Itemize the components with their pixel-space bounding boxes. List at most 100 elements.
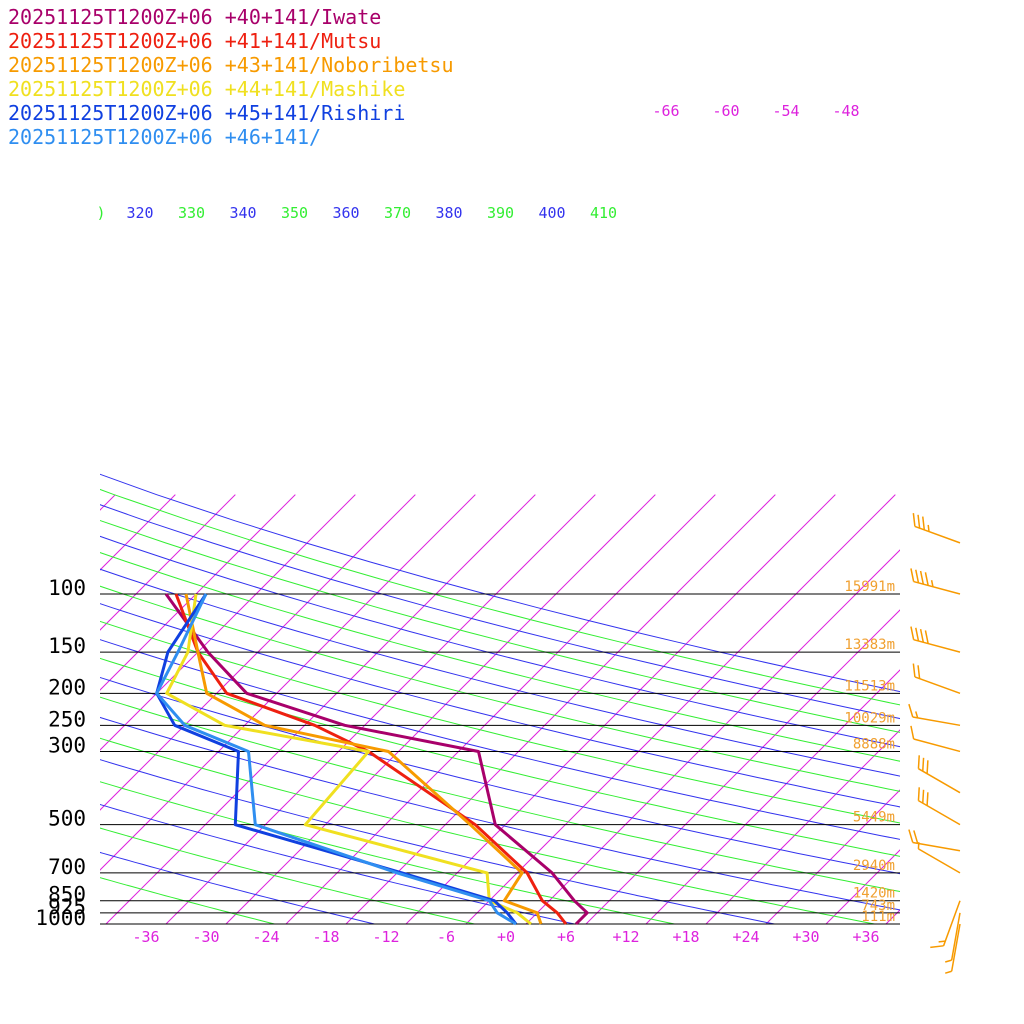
- dry-adiabat-line: [100, 827, 477, 924]
- x-tick-label: -30: [192, 928, 219, 946]
- grid-lines: [0, 473, 1024, 924]
- theta-label: 350: [281, 204, 308, 222]
- isotherm-line: [345, 494, 776, 924]
- wind-barb: [908, 703, 961, 727]
- dry-adiabat-line: [100, 519, 900, 733]
- isotherm-line: [285, 494, 716, 924]
- pressure-label: 150: [48, 634, 86, 658]
- isotherm-label: -66: [652, 102, 679, 120]
- wind-barb: [912, 513, 961, 544]
- isotherm-line: [645, 669, 900, 924]
- theta-label: 330: [178, 204, 205, 222]
- pressure-label: 200: [48, 675, 86, 699]
- series-line-5: [155, 593, 517, 926]
- wind-barb: [917, 842, 961, 874]
- theta-label: 370: [384, 204, 411, 222]
- x-tick-label: +30: [792, 928, 819, 946]
- isotherm-line: [100, 494, 476, 871]
- legend-entry: 20251125T1200Z+06 +45+141/Rishiri: [8, 101, 405, 125]
- isotherm-line: [705, 729, 900, 924]
- pressure-label: 300: [48, 733, 86, 757]
- x-tick-label: +0: [497, 928, 515, 946]
- x-tick-label: +12: [612, 928, 639, 946]
- isotherm-line: [105, 494, 536, 924]
- isotherm-line: [225, 494, 656, 924]
- isotherm-label: -48: [832, 102, 859, 120]
- dry-adiabat-line: [100, 639, 900, 840]
- x-tick-label: -18: [312, 928, 339, 946]
- isotherm-label: -60: [712, 102, 739, 120]
- x-tick-label: +24: [732, 928, 759, 946]
- height-label: 743m: [861, 898, 895, 914]
- wind-barb: [908, 829, 961, 852]
- pressure-label: 700: [48, 855, 86, 879]
- isotherm-line: [100, 494, 236, 631]
- isotherm-line: [465, 494, 896, 924]
- x-tick-label: +36: [852, 928, 879, 946]
- isotherm-line: [885, 909, 900, 924]
- x-tick-label: -36: [132, 928, 159, 946]
- height-label: 5449m: [853, 810, 895, 826]
- wind-barb: [912, 663, 961, 695]
- dry-adiabat-line: [100, 603, 900, 808]
- x-tick-label: -12: [372, 928, 399, 946]
- isotherm-line: [100, 494, 416, 811]
- isotherm-line: [946, 495, 1024, 924]
- theta-label: ): [96, 204, 105, 222]
- dry-adiabat-line: [100, 585, 900, 792]
- dry-adiabat-line: [100, 696, 900, 893]
- legend-entry: 20251125T1200Z+06 +41+141/Mutsu: [8, 29, 381, 53]
- dry-adiabat-line: [100, 851, 377, 924]
- legend: 20251125T1200Z+06 +40+141/Iwate20251125T…: [8, 5, 454, 149]
- dry-adiabat-line: [100, 759, 778, 924]
- legend-entry: 20251125T1200Z+06 +44+141/Mashike: [8, 77, 405, 101]
- height-label: 13383m: [844, 637, 895, 653]
- wind-barb: [917, 755, 961, 794]
- theta-label: 380: [435, 204, 462, 222]
- isobar-lines: [100, 593, 900, 925]
- isotherm-line: [100, 494, 176, 571]
- x-tick-label: -6: [437, 928, 455, 946]
- wind-barb: [910, 626, 961, 653]
- pressure-label: 100: [48, 576, 86, 600]
- pressure-label: 500: [48, 807, 86, 831]
- wind-barb: [917, 787, 961, 826]
- series-line-1: [174, 593, 568, 925]
- height-label: 11513m: [844, 678, 895, 694]
- theta-label: 400: [538, 204, 565, 222]
- isotherm-line: [100, 494, 296, 691]
- height-label: 8888m: [853, 736, 895, 752]
- dry-adiabat-line: [100, 552, 900, 762]
- legend-entry: 20251125T1200Z+06 +46+141/: [8, 125, 321, 149]
- wind-barb: [910, 725, 961, 753]
- axis-labels: 100 15991m 150 13383m 200 11513m 250 10029m 300 8…: [35, 102, 895, 946]
- x-tick-label: +6: [557, 928, 575, 946]
- pressure-label: 250: [48, 707, 86, 731]
- dry-adiabat-line: [100, 620, 900, 824]
- legend-entry: 20251125T1200Z+06 +40+141/Iwate: [8, 5, 381, 29]
- isotherm-line: [825, 849, 900, 924]
- isotherm-label: -54: [772, 102, 799, 120]
- isotherm-line: [405, 494, 836, 924]
- isotherm-line: [165, 494, 596, 924]
- height-label: 1420m: [853, 886, 895, 902]
- pressure-label: 1000: [35, 906, 86, 930]
- pressure-label: 850: [48, 883, 86, 907]
- dry-adiabat-line: [100, 676, 900, 875]
- height-label: 10029m: [844, 710, 895, 726]
- dry-adiabat-line: [100, 716, 900, 911]
- dry-adiabat-line: [100, 535, 900, 748]
- isotherm-line: [0, 495, 55, 924]
- isotherm-line: [1006, 495, 1024, 924]
- pressure-label: 925: [48, 895, 86, 919]
- dry-adiabat-line: [100, 877, 277, 924]
- wind-barb: [910, 568, 961, 595]
- height-label: 15991m: [844, 579, 895, 595]
- height-label: 111m: [861, 909, 895, 925]
- series-line-4: [155, 593, 518, 925]
- theta-label: 410: [590, 204, 617, 222]
- isotherm-line: [765, 789, 900, 924]
- x-tick-label: -24: [252, 928, 279, 946]
- wind-barbs: [908, 513, 961, 974]
